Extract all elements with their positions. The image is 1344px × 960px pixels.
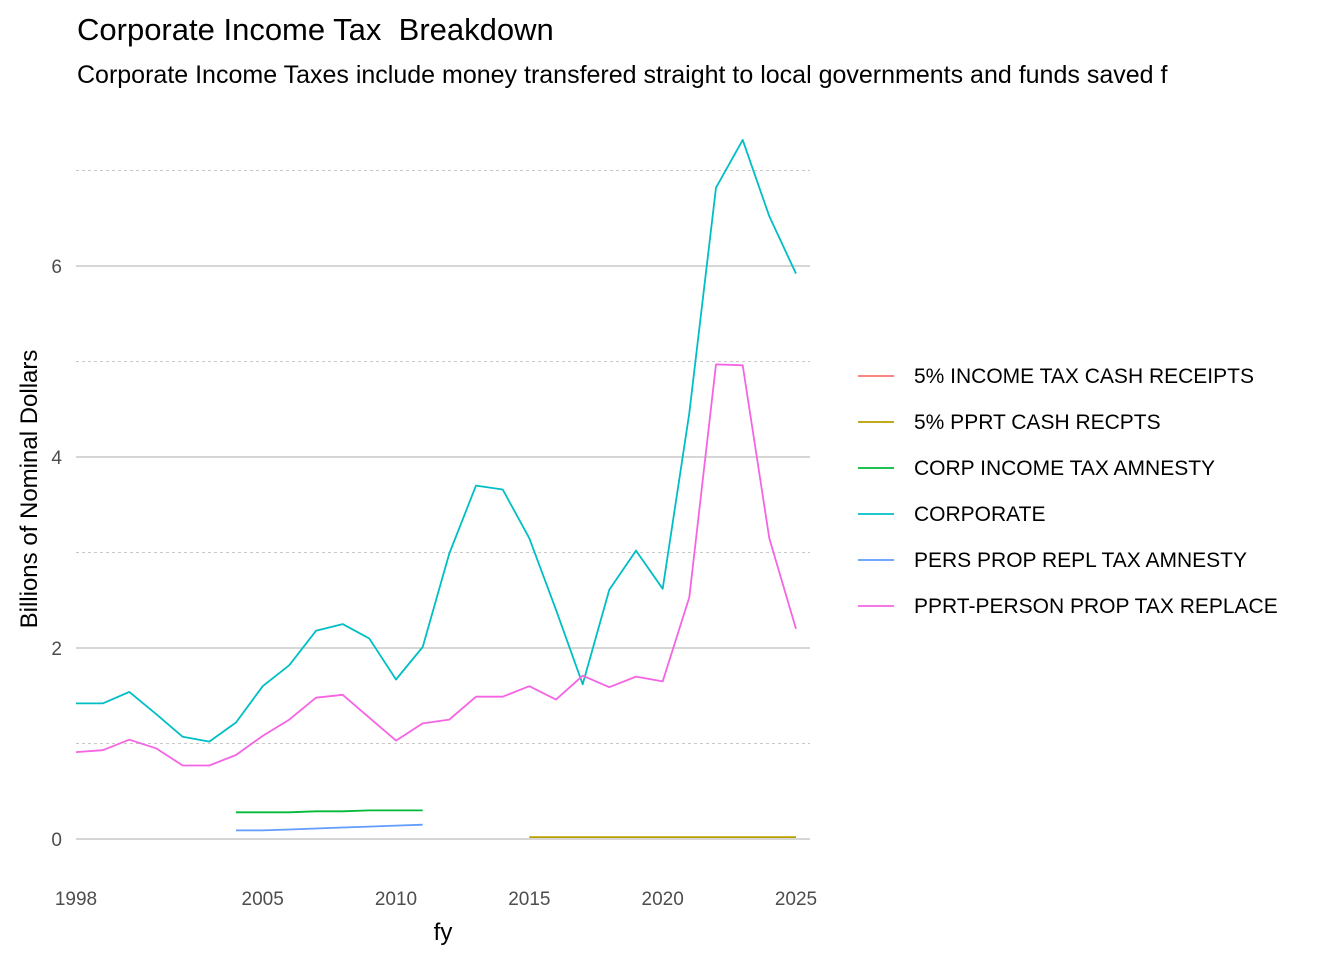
series-line [76,138,797,743]
x-axis-title: fy [434,919,453,946]
chart-subtitle: Corporate Income Taxes include money tra… [77,61,1168,89]
legend-label: 5% INCOME TAX CASH RECEIPTS [914,365,1254,388]
y-tick-label: 4 [51,448,62,469]
x-tick-label: 2005 [242,889,284,910]
legend-label: PERS PROP REPL TAX AMNESTY [914,549,1247,572]
chart-title: Corporate Income Tax Breakdown [77,12,554,47]
legend-label: 5% PPRT CASH RECPTS [914,411,1161,434]
grid [76,170,810,840]
x-tick-label: 2025 [775,889,817,910]
y-tick-label: 0 [51,830,62,851]
y-tick-label: 2 [51,639,62,660]
series-line [75,363,797,767]
y-tick-label: 6 [51,257,62,278]
x-tick-label: 1998 [55,889,97,910]
series-line [236,823,423,832]
x-tick-label: 2020 [642,889,684,910]
x-tick-label: 2015 [508,889,550,910]
series-lines [75,138,797,838]
y-axis-title: Billions of Nominal Dollars [16,350,43,629]
legend: 5% INCOME TAX CASH RECEIPTS 5% PPRT CASH … [858,365,1278,618]
x-tick-label: 2010 [375,889,417,910]
legend-label: CORP INCOME TAX AMNESTY [914,457,1215,480]
series-line [236,809,423,814]
legend-label: PPRT-PERSON PROP TAX REPLACE [914,595,1278,618]
legend-label: CORPORATE [914,503,1045,526]
axis-ticks: 0 2 4 6 1998 2005 2010 2015 2020 2025 [51,257,817,910]
